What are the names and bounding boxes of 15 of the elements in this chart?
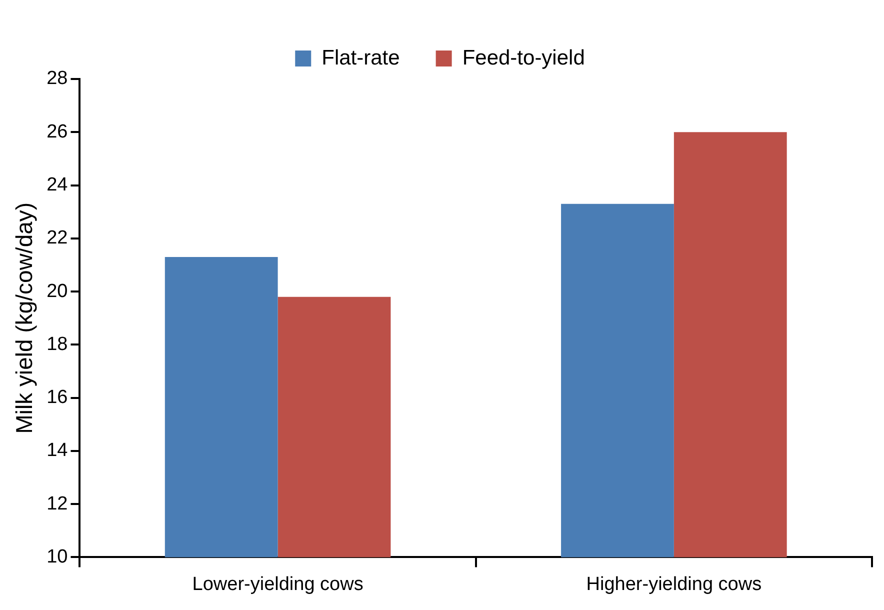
x-tick-label: Higher-yielding cows xyxy=(586,574,762,595)
y-axis-title: Milk yield (kg/cow/day) xyxy=(11,202,38,434)
x-tick-label: Lower-yielding cows xyxy=(192,574,364,595)
y-tick-label: 14 xyxy=(46,440,68,462)
y-tick-label: 26 xyxy=(46,121,68,142)
y-tick-label: 22 xyxy=(46,228,68,249)
y-tick-label: 16 xyxy=(46,387,68,408)
y-tick-label: 24 xyxy=(46,174,68,196)
y-tick-label: 20 xyxy=(46,280,68,302)
y-tick-label: 28 xyxy=(46,68,68,90)
y-tick-label: 12 xyxy=(46,493,68,514)
y-tick-label: 10 xyxy=(46,546,68,568)
legend-label: Feed-to-yield xyxy=(462,46,585,70)
legend-label: Flat-rate xyxy=(322,46,400,70)
y-tick-label: 18 xyxy=(46,334,68,355)
